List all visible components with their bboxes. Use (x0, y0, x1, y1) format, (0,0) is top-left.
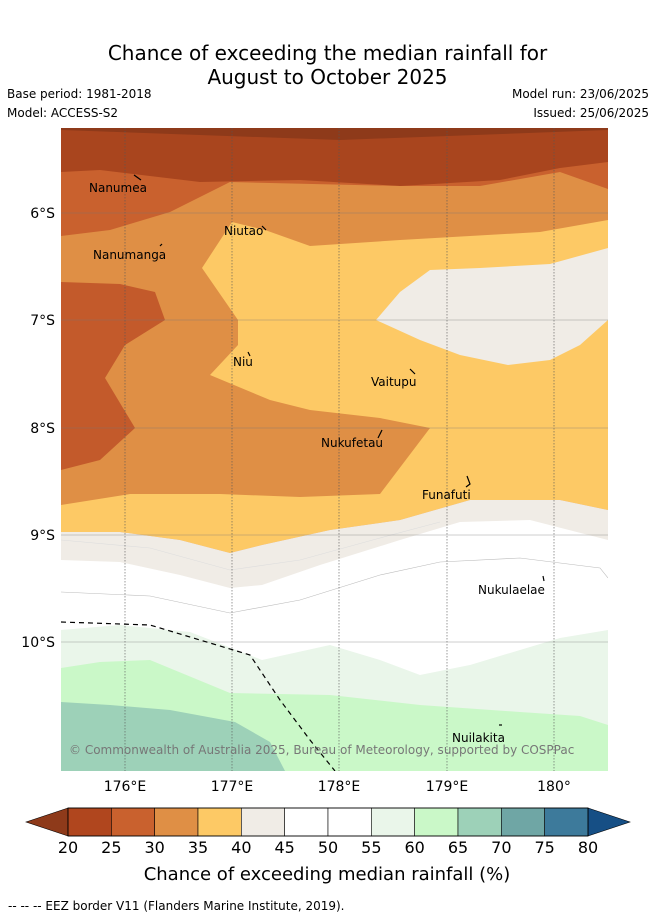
niutao-island (261, 225, 267, 231)
nukulaelae-island (542, 575, 545, 582)
model-run-text: Model run: 23/06/2025 (511, 87, 649, 101)
lat-label-8s: 8°S (30, 421, 55, 437)
vaitupu-island (409, 368, 416, 375)
lon-label-176e: 176°E (104, 779, 147, 795)
nukufetau-island (377, 429, 383, 439)
nanumea-island (133, 174, 142, 181)
colorbar-segment (544, 807, 589, 837)
colorbar-segment (371, 807, 415, 837)
place-nuilakita: Nuilakita (452, 731, 505, 745)
lat-label-7s: 7°S (30, 313, 55, 329)
latitude-gridlines (61, 212, 608, 643)
colorbar-tick-label: 75 (534, 838, 554, 857)
band-below-20 (61, 128, 608, 140)
colorbar-left-arrow (25, 807, 69, 837)
issued-text: Issued: 25/06/2025 (533, 106, 649, 120)
colorbar: 20 25 30 35 40 45 50 55 60 65 70 75 80 Chance of exc… (25, 807, 631, 885)
colorbar-tick-label: 70 (491, 838, 511, 857)
contour-45 (61, 521, 441, 571)
model-text: Model: ACCESS-S2 (7, 106, 119, 120)
place-nukulaelae: Nukulaelae (478, 583, 545, 597)
longitude-gridlines (124, 128, 555, 771)
place-vaitupu: Vaitupu (371, 375, 417, 389)
place-nanumea: Nanumea (89, 181, 147, 195)
colorbar-segment (241, 807, 285, 837)
colorbar-tick-label: 30 (144, 838, 164, 857)
colorbar-tick-label: 50 (318, 838, 338, 857)
lon-label-177e: 177°E (211, 779, 254, 795)
eez-border (61, 621, 336, 771)
colorbar-tick-label: 80 (578, 838, 598, 857)
lon-label-178e: 178°E (318, 779, 361, 795)
colorbar-right-arrow (587, 807, 631, 837)
eez-legend-footer: -- -- -- EEZ border V11 (Flanders Marine… (8, 899, 345, 913)
map-title-line2: August to October 2025 (207, 65, 448, 89)
contour-50 (61, 557, 608, 614)
lon-label-180: 180° (537, 779, 571, 795)
colorbar-segment (284, 807, 329, 837)
colorbar-segment (414, 807, 459, 837)
colorbar-tick-label: 60 (404, 838, 424, 857)
colorbar-tick-label: 40 (231, 838, 251, 857)
colorbar-frame (67, 807, 589, 837)
colorbar-segment (457, 807, 502, 837)
place-nanumanga: Nanumanga (93, 248, 166, 262)
colorbar-tick-label: 25 (101, 838, 121, 857)
lat-label-9s: 9°S (30, 528, 55, 544)
place-nukufetau: Nukufetau (321, 436, 383, 450)
nanumanga-island (159, 243, 163, 247)
lat-label-6s: 6°S (30, 206, 55, 222)
place-niutao: Niutao (224, 224, 263, 238)
colorbar-segment (501, 807, 545, 837)
island-marks (133, 174, 545, 726)
band-65-70 (61, 702, 285, 771)
colorbar-title: Chance of exceeding median rainfall (%) (144, 864, 511, 885)
colorbar-tick-label: 35 (188, 838, 208, 857)
lon-label-179e: 179°E (426, 779, 469, 795)
place-funafuti: Funafuti (422, 488, 471, 502)
colorbar-tick-label: 65 (448, 838, 468, 857)
map-title-line1: Chance of exceeding the median rainfall … (107, 41, 548, 65)
colorbar-tick-label: 55 (361, 838, 381, 857)
funafuti-island (465, 475, 471, 488)
band-40-45-ne (376, 248, 608, 365)
band-25-30-west (61, 282, 165, 470)
niu-island (247, 351, 251, 357)
base-period-text: Base period: 1981-2018 (7, 87, 152, 101)
colorbar-tick-label: 45 (274, 838, 294, 857)
colorbar-segment (327, 807, 372, 837)
colorbar-segment (111, 807, 155, 837)
rainfall-map: Nanumea Nanumanga Niutao Niu Vaitupu Nuk… (61, 128, 608, 771)
copyright-text: © Commonwealth of Australia 2025, Bureau… (69, 743, 574, 757)
colorbar-segment (197, 807, 242, 837)
place-niu: Niu (233, 355, 253, 369)
colorbar-tick-label: 20 (58, 838, 78, 857)
lat-label-10s: 10°S (21, 635, 55, 651)
colorbar-segment (154, 807, 199, 837)
colorbar-segment (67, 807, 112, 837)
